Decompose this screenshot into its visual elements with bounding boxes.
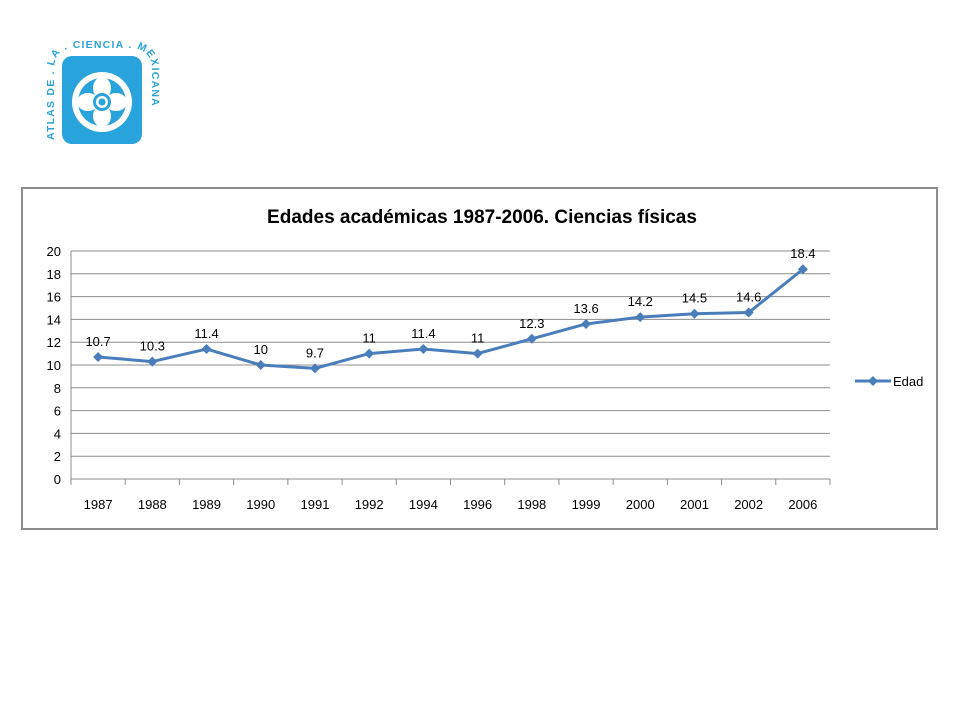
data-label-1990: 10 xyxy=(254,342,268,357)
data-label-1989: 11.4 xyxy=(194,326,218,341)
data-point-2001 xyxy=(689,308,700,319)
x-tick-label-2001: 2001 xyxy=(680,497,709,512)
data-point-1999 xyxy=(581,318,592,329)
data-label-1992: 11 xyxy=(362,331,376,346)
x-tick-label-1994: 1994 xyxy=(409,497,438,512)
legend-entry-edad: Edad xyxy=(893,374,923,389)
chart-title: Edades académicas 1987-2006. Ciencias fí… xyxy=(267,207,697,228)
data-point-1991 xyxy=(309,363,320,374)
line-chart: Edades académicas 1987-2006. Ciencias fí… xyxy=(47,207,924,512)
data-label-1988: 10.3 xyxy=(140,339,165,354)
data-label-2000: 14.2 xyxy=(628,294,653,309)
data-point-2002 xyxy=(743,307,754,318)
atlas-ciencia-mexicana-logo: ATLAS DE . LA . CIENCIA . MEXICANA xyxy=(40,39,165,152)
x-tick-label-1996: 1996 xyxy=(463,497,492,512)
data-label-2006: 18.4 xyxy=(790,246,815,261)
x-tick-label-2002: 2002 xyxy=(734,497,763,512)
legend: Edad xyxy=(855,374,923,389)
logo-graphic: ATLAS DE . LA . CIENCIA . MEXICANA xyxy=(45,39,160,144)
data-point-2006 xyxy=(797,264,808,275)
x-tick-label-2000: 2000 xyxy=(626,497,655,512)
data-point-1988 xyxy=(147,356,158,367)
x-tick-label-1998: 1998 xyxy=(517,497,546,512)
data-labels: 10.7 10.3 11.4 10 9.7 11 11.4 11 12.3 13.6 14.2 14.… xyxy=(85,246,815,360)
y-tick-label: 0 xyxy=(54,472,61,487)
x-tick-label-1999: 1999 xyxy=(572,497,601,512)
y-tick-label: 16 xyxy=(47,290,61,305)
y-tick-label: 20 xyxy=(47,244,61,259)
x-tick-label-1990: 1990 xyxy=(246,497,275,512)
series-line-edad xyxy=(97,268,804,370)
data-label-1998: 12.3 xyxy=(519,316,544,331)
y-tick-label: 8 xyxy=(54,381,61,396)
logo-emblem xyxy=(72,72,132,132)
data-point-2000 xyxy=(635,312,646,323)
data-point-1996 xyxy=(472,348,483,359)
data-point-1990 xyxy=(255,360,266,370)
data-point-1987 xyxy=(93,352,104,363)
y-tick-label: 18 xyxy=(47,267,61,282)
grid-lines xyxy=(70,250,830,485)
x-tick-label-1988: 1988 xyxy=(138,497,167,512)
x-tick-label-1992: 1992 xyxy=(355,497,384,512)
data-label-1987: 10.7 xyxy=(85,334,110,349)
y-tick-label: 10 xyxy=(47,358,61,373)
data-label-1994: 11.4 xyxy=(411,326,435,341)
data-label-1996: 11 xyxy=(471,331,485,346)
legend-marker xyxy=(868,376,878,386)
data-point-1989 xyxy=(201,344,212,355)
x-tick-label-1989: 1989 xyxy=(192,497,221,512)
x-tick-label-1987: 1987 xyxy=(84,497,113,512)
data-point-1998 xyxy=(526,333,537,344)
y-tick-label: 14 xyxy=(47,312,61,327)
y-tick-label: 4 xyxy=(54,426,61,441)
y-tick-label: 6 xyxy=(54,404,61,419)
y-axis-ticks: 0 2 4 6 8 10 12 14 16 18 20 xyxy=(47,244,61,487)
series-edad xyxy=(93,264,808,374)
data-point-1992 xyxy=(364,348,375,359)
y-tick-label: 12 xyxy=(47,335,61,350)
x-tick-label-1991: 1991 xyxy=(301,497,330,512)
chart-container: Edades académicas 1987-2006. Ciencias fí… xyxy=(21,187,938,530)
x-tick-label-2006: 2006 xyxy=(788,497,817,512)
data-label-1991: 9.7 xyxy=(306,345,324,360)
data-label-2002: 14.6 xyxy=(736,290,761,305)
data-point-1994 xyxy=(418,344,429,355)
data-label-1999: 13.6 xyxy=(573,301,598,316)
data-label-2001: 14.5 xyxy=(682,291,707,306)
y-tick-label: 2 xyxy=(54,449,61,464)
x-axis-ticks: 1987 1988 1989 1990 1991 1992 1994 1996 1998 1999… xyxy=(84,479,831,512)
